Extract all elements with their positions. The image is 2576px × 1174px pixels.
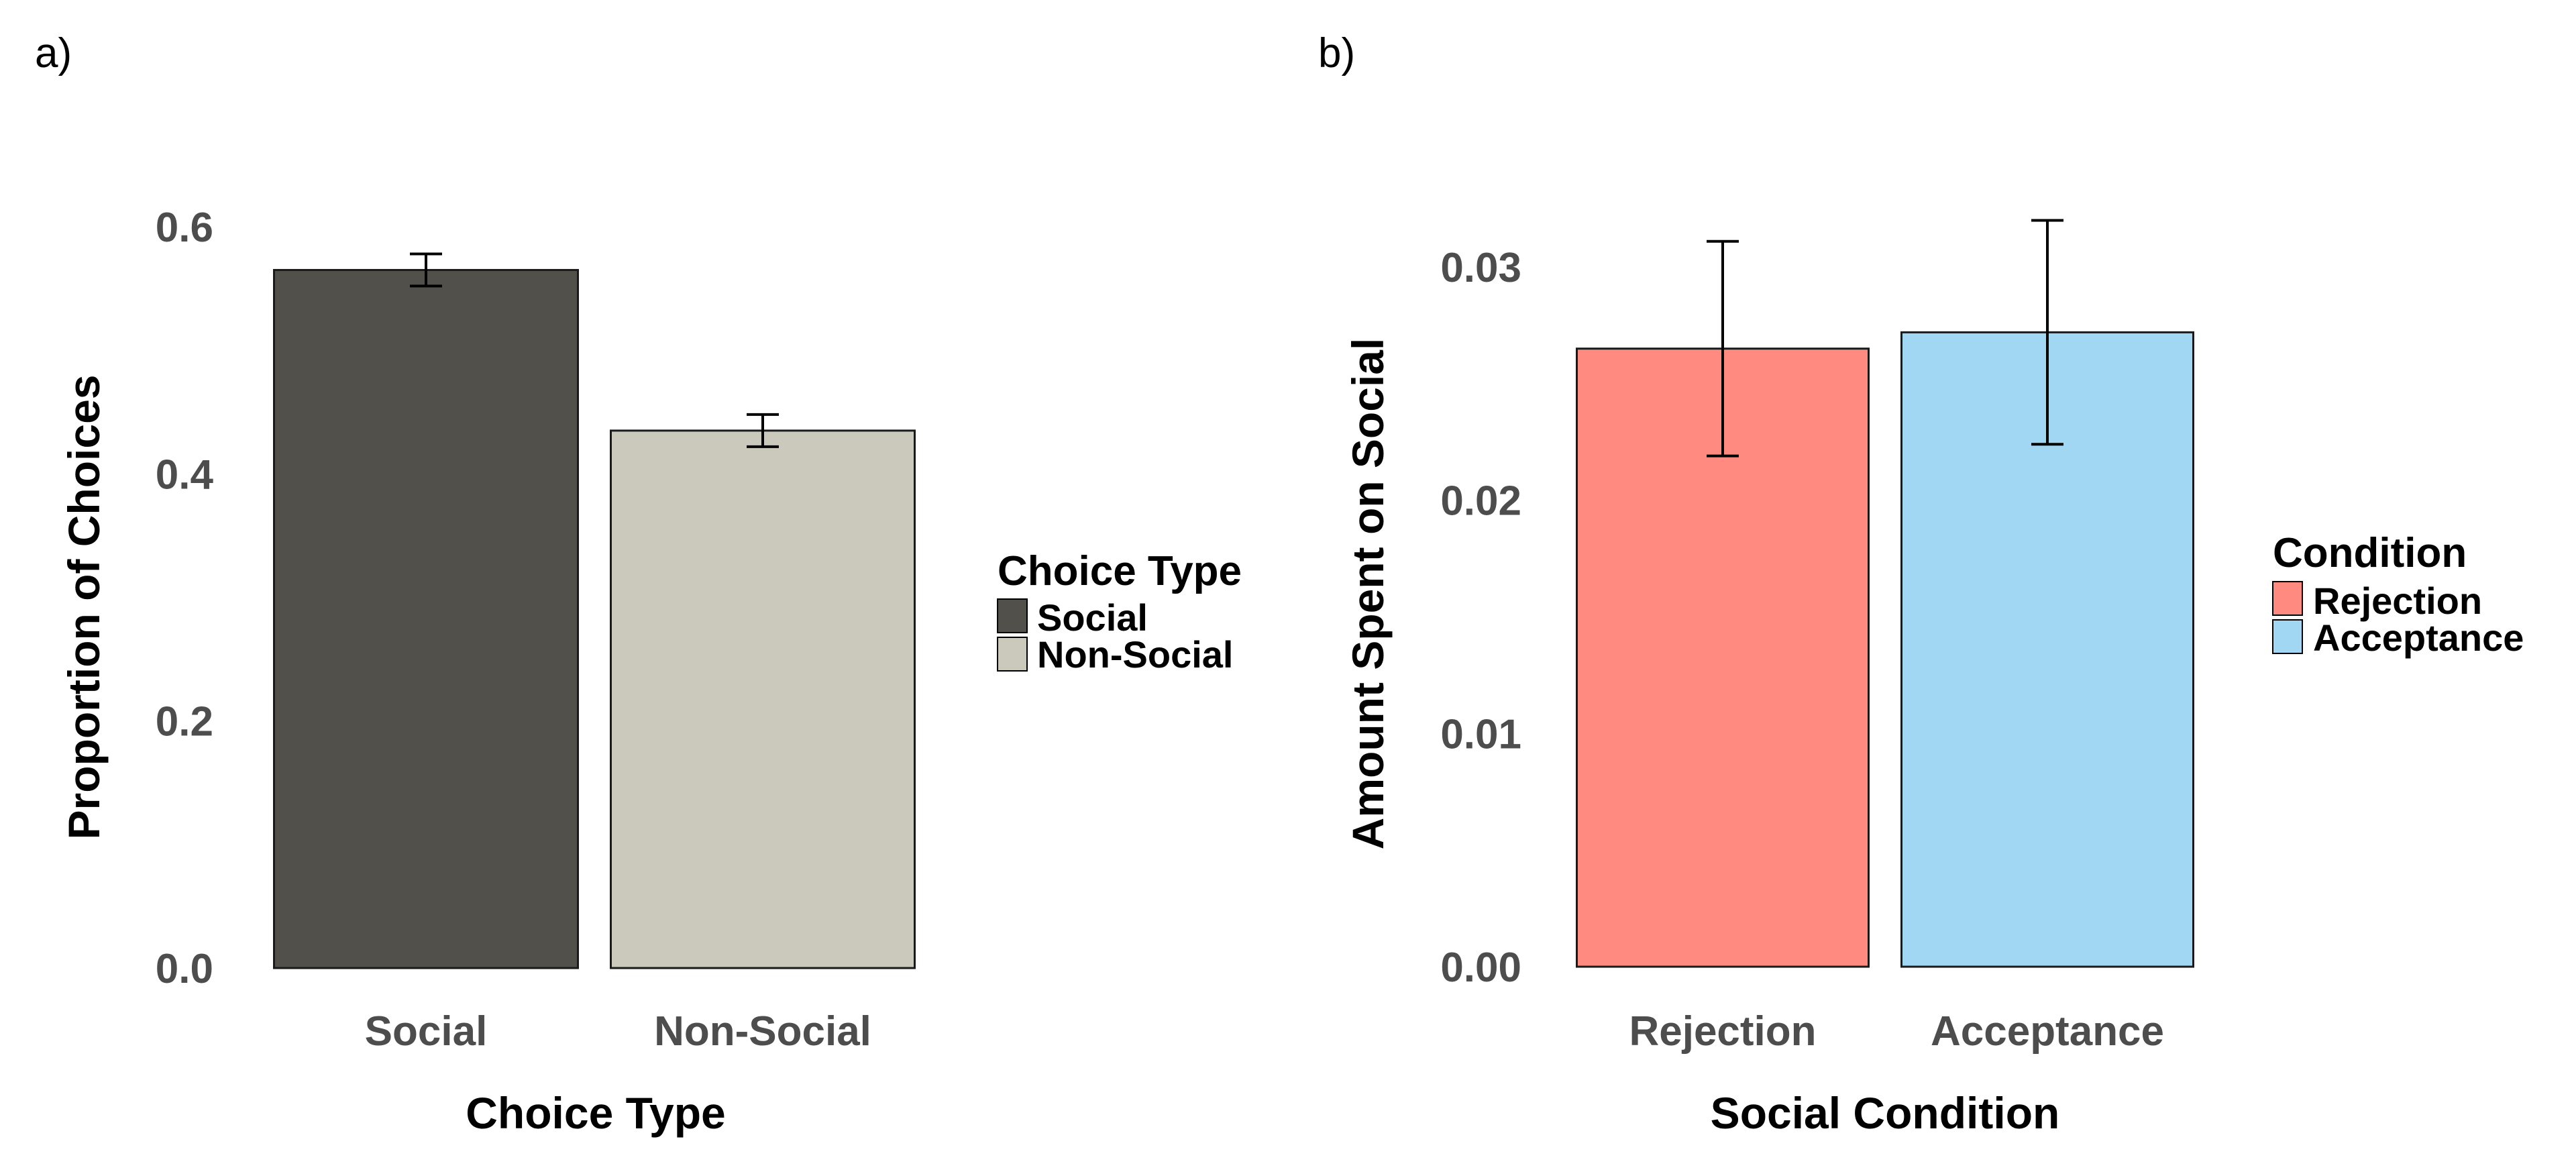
legend-key-social (997, 598, 1028, 633)
panel-a-legend-title: Choice Type (998, 548, 1242, 594)
panel-a-x-axis-title: Choice Type (466, 1088, 726, 1138)
panel-b-legend: Condition Rejection Acceptance (2272, 530, 2524, 659)
panel-a-y-axis-title: Proportion of Choices (59, 375, 109, 840)
panel-a-choice-type-chart: a) 0.00.20.40.6 Social Non-Social Choice … (35, 30, 1242, 1138)
panel-a-label: a) (35, 30, 72, 76)
y-tick-label: 0.4 (156, 451, 214, 498)
panel-a-legend: Choice Type Social Non-Social (997, 548, 1242, 676)
legend-label-acceptance: Acceptance (2313, 617, 2524, 659)
panel-b-social-condition-chart: b) 0.000.010.020.03 Rejection Acceptance … (1318, 30, 2524, 1138)
panel-b-bars (1576, 331, 2194, 968)
panel-b-error-bars (1707, 219, 2063, 458)
legend-key-acceptance (2272, 619, 2303, 654)
panel-a-bars (273, 268, 916, 969)
legend-key-non-social (997, 637, 1028, 672)
panel-a-x-ticks: Social Non-Social (365, 1008, 871, 1055)
x-tick-label: Rejection (1629, 1008, 1816, 1055)
y-tick-label: 0.2 (156, 699, 213, 745)
panel-b-legend-title: Condition (2273, 530, 2467, 576)
y-tick-label: 0.6 (156, 205, 213, 251)
legend-label-rejection: Rejection (2313, 580, 2482, 622)
panel-b-y-ticks: 0.00 0.01 0.02 0.03 (1440, 245, 1521, 991)
panel-b-x-ticks: Rejection Acceptance (1629, 1008, 2164, 1055)
panel-a-y-ticks: 0.0 0.2 0.4 0.6 (156, 205, 214, 992)
bar-non-social (610, 429, 916, 969)
legend-key-rejection (2272, 581, 2303, 616)
y-tick-label: 0.0 (156, 946, 213, 992)
bar-social (273, 268, 579, 969)
panel-b-y-axis-title: Amount Spent on Social (1343, 338, 1393, 850)
legend-label-non-social: Non-Social (1037, 633, 1233, 676)
y-tick-label: 0.01 (1440, 711, 1521, 757)
x-tick-label: Acceptance (1931, 1008, 2164, 1055)
panel-b-label: b) (1318, 30, 1355, 76)
legend-label-social: Social (1037, 596, 1148, 639)
y-tick-label: 0.03 (1440, 245, 1521, 291)
panel-a-error-bars (410, 252, 779, 448)
panel-b-x-axis-title: Social Condition (1711, 1088, 2060, 1138)
x-tick-label: Social (365, 1008, 488, 1055)
x-tick-label: Non-Social (654, 1008, 871, 1055)
y-tick-label: 0.02 (1440, 478, 1521, 525)
y-tick-label: 0.00 (1440, 945, 1521, 991)
